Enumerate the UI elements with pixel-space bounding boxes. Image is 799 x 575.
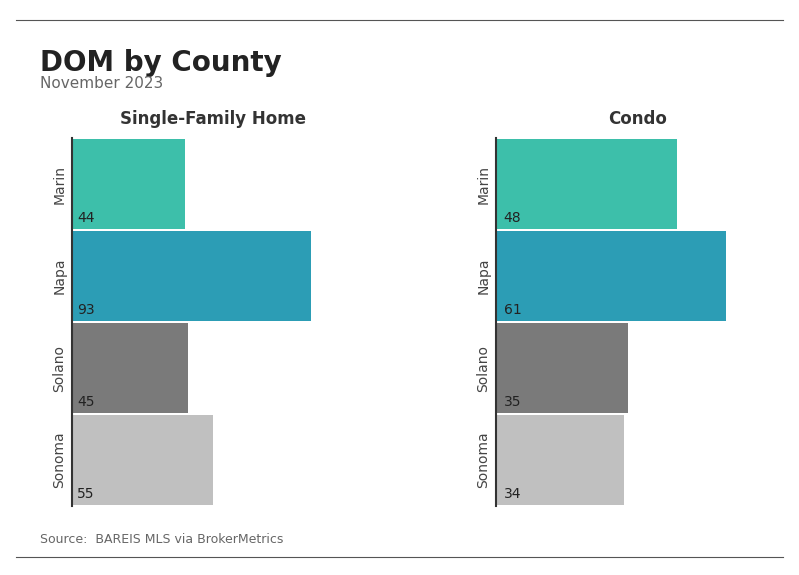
Text: 55: 55 <box>77 487 94 501</box>
Bar <box>72 231 311 321</box>
Text: DOM by County: DOM by County <box>40 49 282 77</box>
Text: 61: 61 <box>503 303 522 317</box>
Text: 35: 35 <box>503 395 521 409</box>
Bar <box>72 139 185 229</box>
Bar <box>72 415 213 505</box>
Text: 48: 48 <box>503 211 521 225</box>
Title: Single-Family Home: Single-Family Home <box>121 110 306 128</box>
Text: 45: 45 <box>77 395 94 409</box>
Title: Condo: Condo <box>608 110 667 128</box>
Bar <box>496 415 624 505</box>
Text: 44: 44 <box>77 211 94 225</box>
Text: 34: 34 <box>503 487 521 501</box>
Bar <box>496 323 628 413</box>
Text: Source:  BAREIS MLS via BrokerMetrics: Source: BAREIS MLS via BrokerMetrics <box>40 533 284 546</box>
Bar <box>496 231 726 321</box>
Text: November 2023: November 2023 <box>40 76 163 91</box>
Bar <box>72 323 188 413</box>
Bar <box>496 139 678 229</box>
Text: 93: 93 <box>77 303 94 317</box>
